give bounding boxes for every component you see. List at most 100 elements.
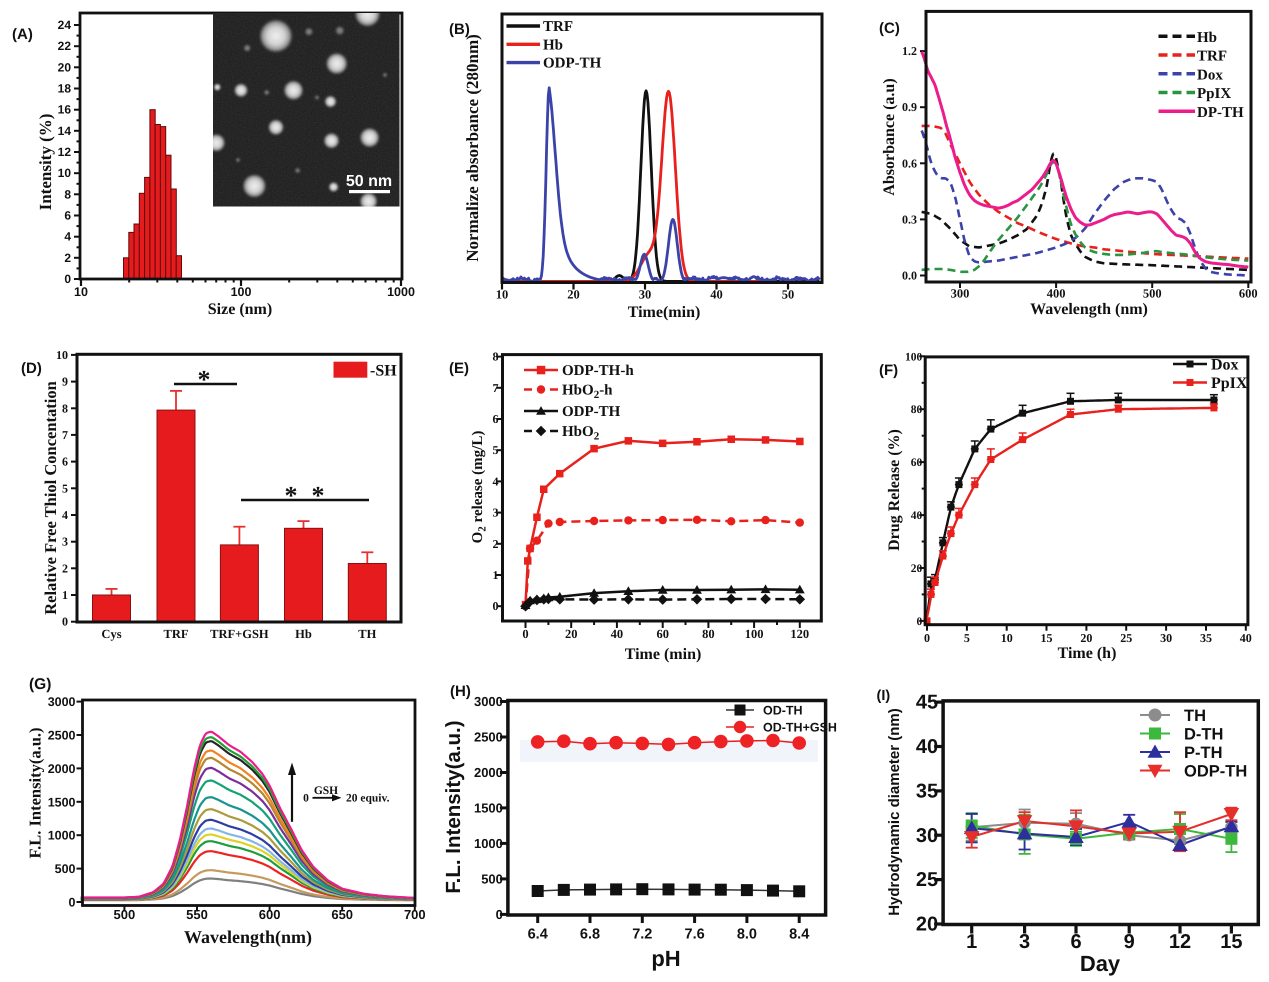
svg-text:3000: 3000 xyxy=(474,694,503,709)
svg-text:2500: 2500 xyxy=(48,729,76,743)
svg-text:1000: 1000 xyxy=(474,836,503,851)
svg-text:20: 20 xyxy=(916,914,938,936)
svg-text:600: 600 xyxy=(259,907,281,922)
svg-text:(B): (B) xyxy=(449,21,470,38)
svg-text:ODP-TH: ODP-TH xyxy=(1184,763,1247,781)
svg-text:ODP-TH: ODP-TH xyxy=(543,56,602,72)
svg-text:PpIX: PpIX xyxy=(1197,86,1231,102)
svg-text:1: 1 xyxy=(493,568,499,582)
svg-text:80: 80 xyxy=(911,404,923,416)
svg-text:Time(min): Time(min) xyxy=(628,304,701,321)
svg-text:16: 16 xyxy=(58,103,72,117)
svg-text:(A): (A) xyxy=(12,26,33,43)
svg-text:D-TH: D-TH xyxy=(1184,726,1223,744)
svg-text:2500: 2500 xyxy=(474,730,503,745)
svg-text:20: 20 xyxy=(58,60,72,74)
svg-text:Dox: Dox xyxy=(1211,357,1239,374)
svg-text:pH: pH xyxy=(651,946,680,971)
svg-text:0: 0 xyxy=(64,272,71,286)
svg-text:15: 15 xyxy=(1041,631,1053,645)
svg-text:10: 10 xyxy=(1001,631,1013,645)
svg-text:500: 500 xyxy=(114,907,136,922)
svg-text:0.3: 0.3 xyxy=(902,212,917,226)
svg-text:-SH: -SH xyxy=(370,363,397,380)
svg-text:40: 40 xyxy=(710,288,723,302)
svg-text:1500: 1500 xyxy=(474,800,503,815)
svg-text:60: 60 xyxy=(911,457,923,469)
svg-text:10: 10 xyxy=(74,285,88,299)
svg-text:0: 0 xyxy=(493,599,499,613)
svg-text:*: * xyxy=(285,481,298,510)
svg-text:8: 8 xyxy=(493,350,499,364)
svg-text:100: 100 xyxy=(231,285,252,299)
svg-text:(E): (E) xyxy=(449,360,469,377)
svg-text:Day: Day xyxy=(1080,951,1121,976)
svg-text:40: 40 xyxy=(916,736,938,758)
svg-text:1000: 1000 xyxy=(387,285,415,299)
svg-text:2: 2 xyxy=(493,537,499,551)
svg-text:2: 2 xyxy=(62,561,68,575)
svg-text:120: 120 xyxy=(790,627,809,641)
svg-text:1: 1 xyxy=(966,931,977,953)
svg-text:50: 50 xyxy=(782,288,795,302)
svg-text:30: 30 xyxy=(916,825,938,847)
svg-text:(D): (D) xyxy=(21,360,42,377)
svg-text:40: 40 xyxy=(611,627,624,641)
svg-text:10: 10 xyxy=(496,288,509,302)
svg-text:60: 60 xyxy=(656,627,669,641)
svg-text:Relative Free Thiol Concentati: Relative Free Thiol Concentation xyxy=(41,381,60,615)
svg-text:500: 500 xyxy=(1143,287,1162,301)
svg-text:14: 14 xyxy=(58,124,72,138)
svg-text:2000: 2000 xyxy=(474,765,503,780)
svg-text:7.6: 7.6 xyxy=(685,927,705,943)
svg-text:25: 25 xyxy=(1120,631,1132,645)
svg-text:80: 80 xyxy=(702,627,715,641)
svg-text:1500: 1500 xyxy=(48,795,76,809)
svg-text:Dox: Dox xyxy=(1197,67,1223,83)
svg-text:1: 1 xyxy=(62,588,68,602)
svg-text:20: 20 xyxy=(911,563,923,575)
svg-text:7: 7 xyxy=(62,428,68,442)
svg-text:100: 100 xyxy=(905,351,923,363)
svg-text:650: 650 xyxy=(331,907,353,922)
svg-text:6: 6 xyxy=(62,455,68,469)
svg-text:10: 10 xyxy=(58,166,72,180)
svg-text:Cys: Cys xyxy=(101,627,121,641)
svg-text:500: 500 xyxy=(55,862,76,876)
svg-text:45: 45 xyxy=(916,692,938,714)
svg-text:6: 6 xyxy=(1070,931,1081,953)
svg-text:20: 20 xyxy=(565,627,578,641)
svg-text:HbO2: HbO2 xyxy=(562,424,600,443)
svg-text:4: 4 xyxy=(64,230,71,244)
svg-text:5: 5 xyxy=(964,631,970,645)
svg-text:5: 5 xyxy=(493,443,499,457)
svg-text:4: 4 xyxy=(62,508,68,522)
svg-text:8.0: 8.0 xyxy=(737,927,757,943)
svg-text:(C): (C) xyxy=(879,20,900,37)
svg-text:12: 12 xyxy=(1169,931,1191,953)
svg-text:(I): (I) xyxy=(877,688,891,704)
svg-text:Time (h): Time (h) xyxy=(1058,645,1117,662)
svg-text:4: 4 xyxy=(493,474,499,488)
svg-text:0: 0 xyxy=(924,631,930,645)
svg-text:0: 0 xyxy=(69,896,76,910)
svg-text:3: 3 xyxy=(493,506,499,520)
svg-text:15: 15 xyxy=(1220,931,1242,953)
svg-text:0.6: 0.6 xyxy=(902,156,917,170)
svg-text:35: 35 xyxy=(1200,631,1212,645)
svg-text:3000: 3000 xyxy=(48,695,76,709)
svg-text:400: 400 xyxy=(1047,287,1066,301)
svg-text:TRF+GSH: TRF+GSH xyxy=(210,627,269,641)
svg-text:8: 8 xyxy=(64,187,71,201)
svg-text:700: 700 xyxy=(404,907,426,922)
svg-text:3: 3 xyxy=(62,535,68,549)
svg-text:Normalize absorbance (280nm): Normalize absorbance (280nm) xyxy=(463,34,482,262)
svg-text:18: 18 xyxy=(58,82,72,96)
svg-text:9: 9 xyxy=(62,375,68,389)
svg-text:7.2: 7.2 xyxy=(632,927,652,943)
svg-text:50 nm: 50 nm xyxy=(346,173,392,190)
svg-text:500: 500 xyxy=(481,871,503,886)
svg-text:*: * xyxy=(198,365,211,394)
svg-text:22: 22 xyxy=(58,39,72,53)
svg-text:2000: 2000 xyxy=(48,762,76,776)
